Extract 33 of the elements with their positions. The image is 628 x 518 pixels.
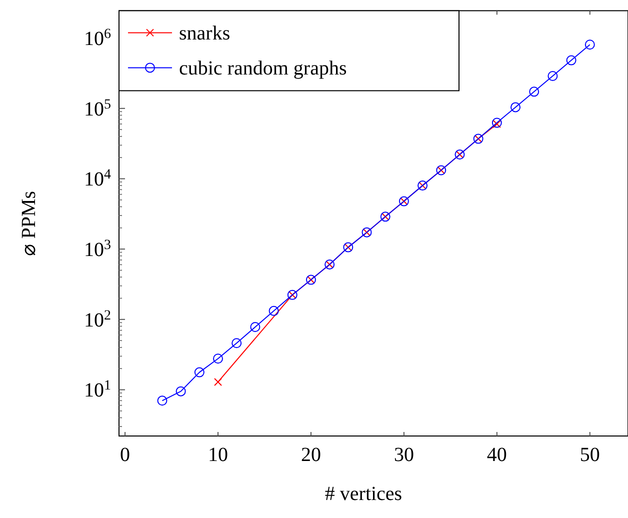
- y-tick-label: 10$^{3}$: [84, 238, 111, 262]
- point: [492, 120, 501, 128]
- point: [213, 354, 224, 364]
- y-tick-label: 10$^{6}$: [84, 26, 111, 50]
- point: [250, 322, 260, 332]
- legend-entry: snarks: [128, 22, 230, 45]
- y-axis-title: ⌀ PPMs: [18, 190, 40, 256]
- x-tick-label: 50: [580, 444, 600, 466]
- x-tick-label: 10: [208, 444, 228, 466]
- y-tick-label: 10$^{1}$: [84, 378, 111, 402]
- legend-entry: cubic random graphs: [128, 58, 347, 80]
- point: [232, 338, 242, 348]
- y-tick-label: 10$^{2}$: [84, 308, 111, 332]
- point: [529, 86, 540, 97]
- x-tick-label: 30: [394, 444, 414, 466]
- x-axis-title: # vertices: [324, 483, 402, 505]
- point: [176, 386, 186, 396]
- y-tick-label: 10$^{4}$: [84, 167, 111, 191]
- legend-label: snarks: [179, 22, 230, 45]
- x-tick-label: 0: [120, 444, 130, 466]
- point: [510, 102, 521, 112]
- point: [584, 40, 595, 50]
- point: [492, 118, 502, 128]
- point: [566, 55, 576, 66]
- legend-label: cubic random graphs: [179, 58, 347, 80]
- x-tick-label: 40: [486, 444, 507, 466]
- x-tick-label: 20: [300, 444, 321, 466]
- point: [157, 396, 168, 406]
- point: [194, 367, 204, 378]
- y-tick-label: 10$^{5}$: [84, 96, 111, 120]
- point: [268, 306, 279, 316]
- point: [214, 378, 222, 386]
- point: [548, 70, 558, 81]
